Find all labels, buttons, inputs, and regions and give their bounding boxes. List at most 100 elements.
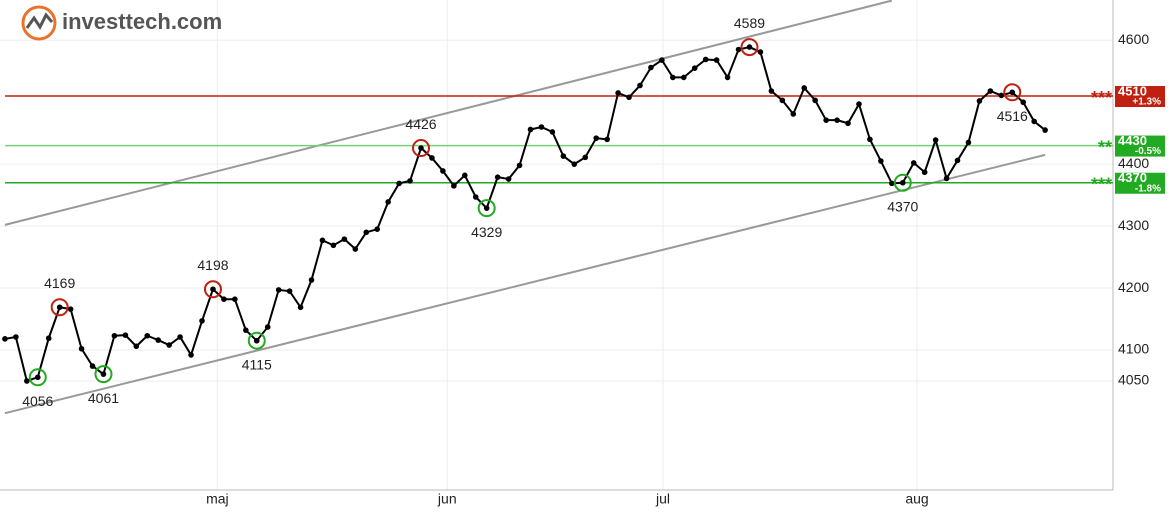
- price-point: [659, 57, 665, 63]
- price-point: [538, 124, 545, 130]
- trend-line: [4, 153, 1046, 415]
- y-tick-label: 4600: [1118, 31, 1149, 47]
- price-point: [264, 324, 271, 330]
- price-point: [155, 337, 162, 343]
- price-point: [111, 332, 118, 339]
- level-stars: **: [1098, 137, 1112, 157]
- extreme-marker: [477, 199, 496, 218]
- price-point: [253, 337, 260, 344]
- price-point: [735, 46, 742, 53]
- extreme-label: 4516: [997, 108, 1028, 124]
- price-point: [790, 111, 797, 117]
- price-point: [100, 371, 107, 377]
- level-stars: ***: [1091, 88, 1112, 108]
- extreme-marker: [1003, 83, 1022, 102]
- price-point: [188, 352, 194, 358]
- x-tick-label: jul: [655, 491, 670, 507]
- price-point: [483, 205, 490, 211]
- price-point: [89, 363, 96, 369]
- level-value: 4370: [1118, 170, 1147, 185]
- price-point: [461, 172, 468, 179]
- level-value: 4430: [1118, 133, 1147, 148]
- price-point: [451, 183, 457, 189]
- price-point: [166, 342, 172, 348]
- price-point: [341, 236, 348, 242]
- price-point: [210, 286, 216, 293]
- price-point: [45, 335, 52, 342]
- price-point: [1009, 89, 1016, 96]
- extreme-label: 4426: [405, 116, 436, 132]
- y-tick-label: 4200: [1118, 279, 1149, 295]
- logo-icon: [21, 5, 57, 41]
- price-point: [330, 242, 337, 249]
- price-point: [932, 137, 939, 143]
- price-point: [1020, 99, 1027, 106]
- price-point: [122, 332, 129, 338]
- y-tick-label: 4300: [1118, 217, 1149, 233]
- price-point: [768, 88, 775, 94]
- price-point: [615, 90, 621, 96]
- price-point: [319, 237, 326, 244]
- level-change: -0.5%: [1135, 146, 1161, 157]
- price-point: [232, 296, 238, 303]
- logo-text: investtech.com: [62, 9, 222, 34]
- price-point: [921, 169, 928, 176]
- y-tick-label: 4400: [1118, 155, 1149, 171]
- price-point: [713, 57, 720, 63]
- x-tick-label: aug: [905, 491, 928, 507]
- price-point: [440, 168, 446, 174]
- price-point: [13, 334, 19, 340]
- price-point: [133, 343, 140, 350]
- y-tick-label: 4050: [1118, 372, 1149, 388]
- price-point: [275, 287, 282, 293]
- price-point: [177, 334, 183, 340]
- price-point: [648, 64, 654, 71]
- price-point: [680, 74, 687, 81]
- extreme-marker: [94, 365, 113, 384]
- price-point: [976, 98, 983, 104]
- price-point: [757, 49, 764, 55]
- price-point: [604, 136, 610, 143]
- price-point: [297, 304, 304, 311]
- price-point: [56, 304, 63, 311]
- price-point: [878, 158, 884, 164]
- level-stars: ***: [1091, 174, 1112, 194]
- x-tick-label: jun: [437, 491, 457, 507]
- price-point: [998, 92, 1005, 99]
- price-point: [724, 74, 731, 81]
- price-point: [24, 378, 30, 384]
- price-point: [78, 345, 85, 352]
- extreme-marker: [247, 331, 266, 350]
- price-point: [34, 374, 41, 381]
- price-point: [856, 101, 862, 107]
- price-point: [1042, 127, 1048, 133]
- price-point: [582, 154, 589, 161]
- extreme-label: 4589: [734, 15, 765, 31]
- trend-line: [4, 0, 893, 226]
- price-point: [505, 176, 512, 182]
- extreme-marker: [28, 368, 47, 387]
- price-point: [965, 139, 972, 146]
- price-point: [560, 153, 567, 159]
- price-point: [374, 226, 381, 233]
- price-point: [910, 160, 917, 166]
- extreme-label: 4056: [22, 393, 53, 409]
- price-point: [954, 157, 961, 164]
- price-point: [407, 178, 413, 184]
- price-point: [943, 175, 950, 182]
- level-value: 4510: [1118, 83, 1147, 98]
- price-point: [1031, 118, 1037, 125]
- price-point: [308, 277, 315, 283]
- price-point: [571, 161, 578, 167]
- x-tick-label: maj: [206, 491, 229, 507]
- price-point: [845, 120, 851, 127]
- extreme-marker: [50, 298, 69, 317]
- price-point: [396, 180, 402, 187]
- price-point: [352, 246, 359, 252]
- extreme-label: 4115: [242, 356, 272, 372]
- price-point: [834, 117, 840, 123]
- extreme-label: 4198: [197, 257, 228, 273]
- extreme-label: 4061: [88, 390, 119, 406]
